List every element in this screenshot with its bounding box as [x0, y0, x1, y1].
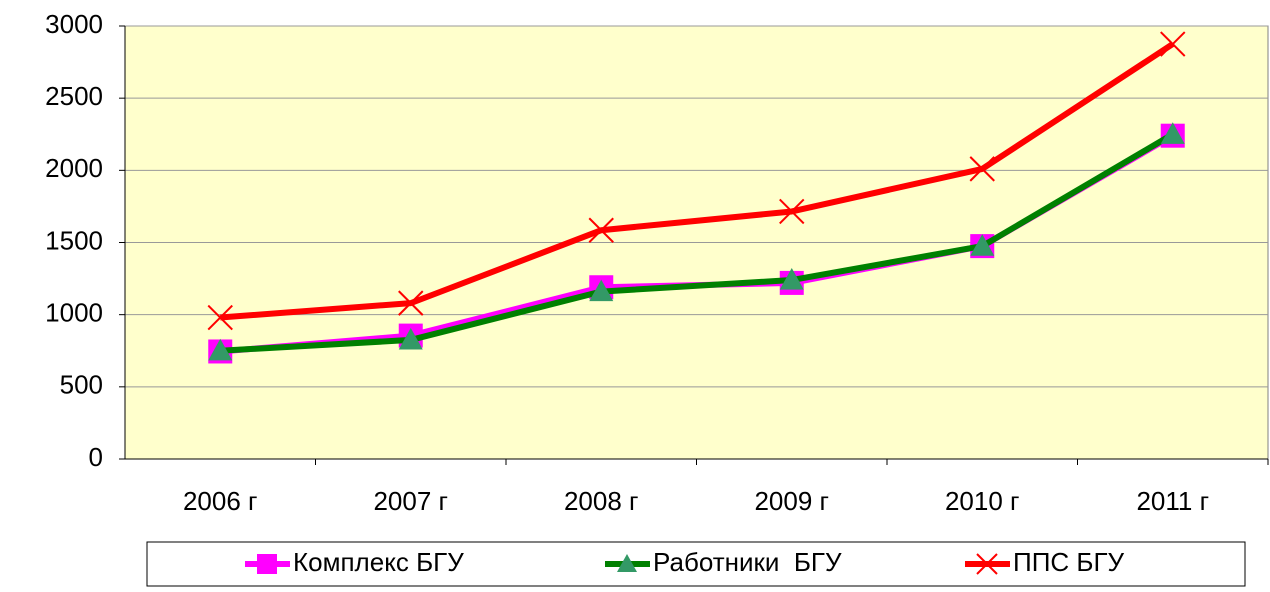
x-tick-label: 2006 г: [183, 486, 258, 516]
marker: [779, 268, 804, 290]
marker: [976, 553, 998, 575]
y-tick-label: 2500: [45, 81, 103, 111]
x-tick-label: 2011 г: [1136, 486, 1209, 516]
marker: [398, 327, 423, 350]
marker: [208, 338, 233, 361]
marker: [257, 554, 277, 574]
x-tick-label: 2010 г: [945, 486, 1020, 516]
marker: [207, 304, 233, 331]
line: [220, 41, 1175, 321]
x-tick-label: 2007 г: [373, 486, 448, 516]
y-tick-label: 0: [89, 442, 103, 472]
legend-label: Работники БГУ: [653, 547, 842, 577]
legend-label: ППС БГУ: [1013, 547, 1125, 577]
y-tick-label: 1500: [45, 225, 103, 255]
x-tick-label: 2009 г: [754, 486, 829, 516]
x-tick-label: 2008 г: [564, 486, 639, 516]
marker: [969, 156, 995, 182]
y-tick-label: 3000: [45, 9, 103, 39]
marker: [398, 290, 424, 316]
marker: [617, 554, 637, 572]
marker: [779, 198, 805, 225]
marker: [1160, 31, 1186, 57]
marker: [588, 217, 614, 243]
marker: [1160, 122, 1185, 144]
line: [220, 131, 1175, 354]
marker: [589, 279, 614, 302]
y-tick-label: 500: [60, 370, 103, 400]
y-tick-label: 2000: [45, 153, 103, 183]
legend-label: Комплекс БГУ: [293, 547, 464, 577]
legend: [146, 541, 1246, 587]
marker: [970, 234, 995, 256]
y-tick-label: 1000: [45, 298, 103, 328]
